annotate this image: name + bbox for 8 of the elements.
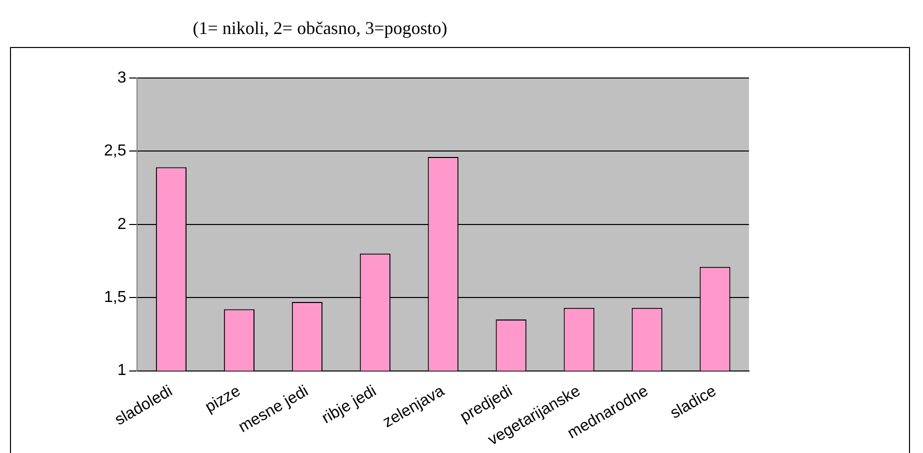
y-tick-label: 1,5 <box>104 288 126 306</box>
y-tick-label: 2 <box>117 216 126 233</box>
x-tick-label: pizze <box>202 382 244 416</box>
chart-title: (1= nikoli, 2= občasno, 3=pogosto) <box>192 18 448 39</box>
x-tick-label: ribje jedi <box>319 382 380 428</box>
y-tick-label: 3 <box>117 69 126 86</box>
y-tick-label: 1 <box>117 362 126 380</box>
y-tick-label: 2,5 <box>104 142 126 160</box>
